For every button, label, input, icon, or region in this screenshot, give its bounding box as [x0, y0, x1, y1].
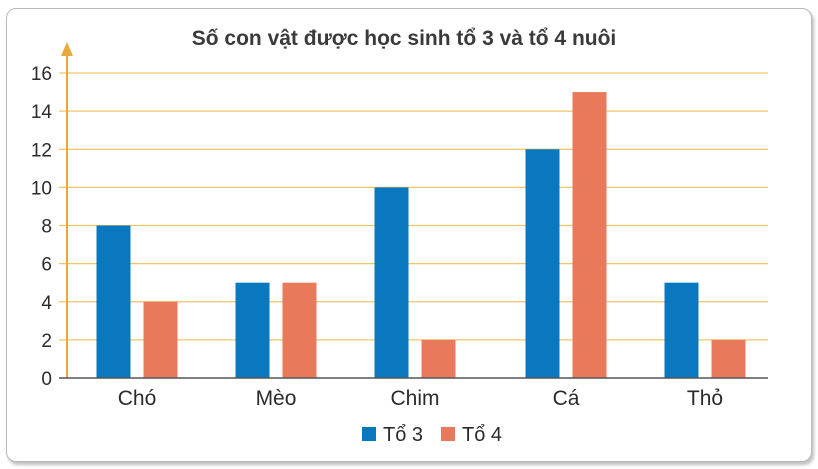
x-tick-label: Chim — [390, 387, 439, 410]
x-axis-labels: Chó Mèo Chim Cá Thỏ — [118, 387, 723, 410]
y-tick-label: 14 — [31, 102, 53, 123]
bar-to4-1 — [282, 282, 317, 378]
y-tick-label: 4 — [41, 293, 52, 314]
legend: Tổ 3 Tổ 4 — [362, 424, 502, 446]
x-tick-label: Chó — [118, 387, 157, 410]
x-tick-label: Cá — [553, 387, 580, 410]
y-axis-arrow — [61, 42, 73, 56]
legend-swatch-to3 — [362, 427, 376, 441]
bar-to3-4 — [664, 282, 699, 378]
axes — [59, 42, 768, 379]
bar-to3-0 — [96, 225, 131, 378]
x-tick-label: Mèo — [256, 387, 297, 410]
legend-swatch-to4 — [441, 427, 455, 441]
y-tick-label: 6 — [41, 255, 52, 276]
x-tick-label: Thỏ — [687, 387, 723, 410]
y-tick-label: 8 — [41, 217, 52, 238]
y-axis-ticks: 0 2 4 6 8 10 12 14 16 — [31, 64, 53, 390]
y-tick-label: 12 — [31, 140, 52, 161]
y-tick-label: 16 — [31, 64, 52, 85]
bar-to4-0 — [143, 301, 178, 378]
chart-title: Số con vật được học sinh tổ 3 và tổ 4 nu… — [192, 27, 617, 50]
y-tick-label: 2 — [41, 331, 52, 352]
y-tick-label: 0 — [41, 369, 52, 390]
bar-to4-4 — [711, 339, 746, 378]
bar-to4-2 — [421, 339, 456, 378]
gridlines — [59, 72, 768, 341]
bar-to3-2 — [374, 187, 409, 378]
bar-to4-3 — [572, 92, 607, 378]
legend-label-to4: Tổ 4 — [462, 424, 502, 446]
y-tick-label: 10 — [31, 178, 52, 199]
bar-to3-3 — [525, 149, 560, 378]
bar-to3-1 — [235, 282, 270, 378]
chart-frame — [6, 8, 812, 462]
legend-label-to3: Tổ 3 — [383, 424, 423, 446]
bars — [96, 92, 746, 378]
